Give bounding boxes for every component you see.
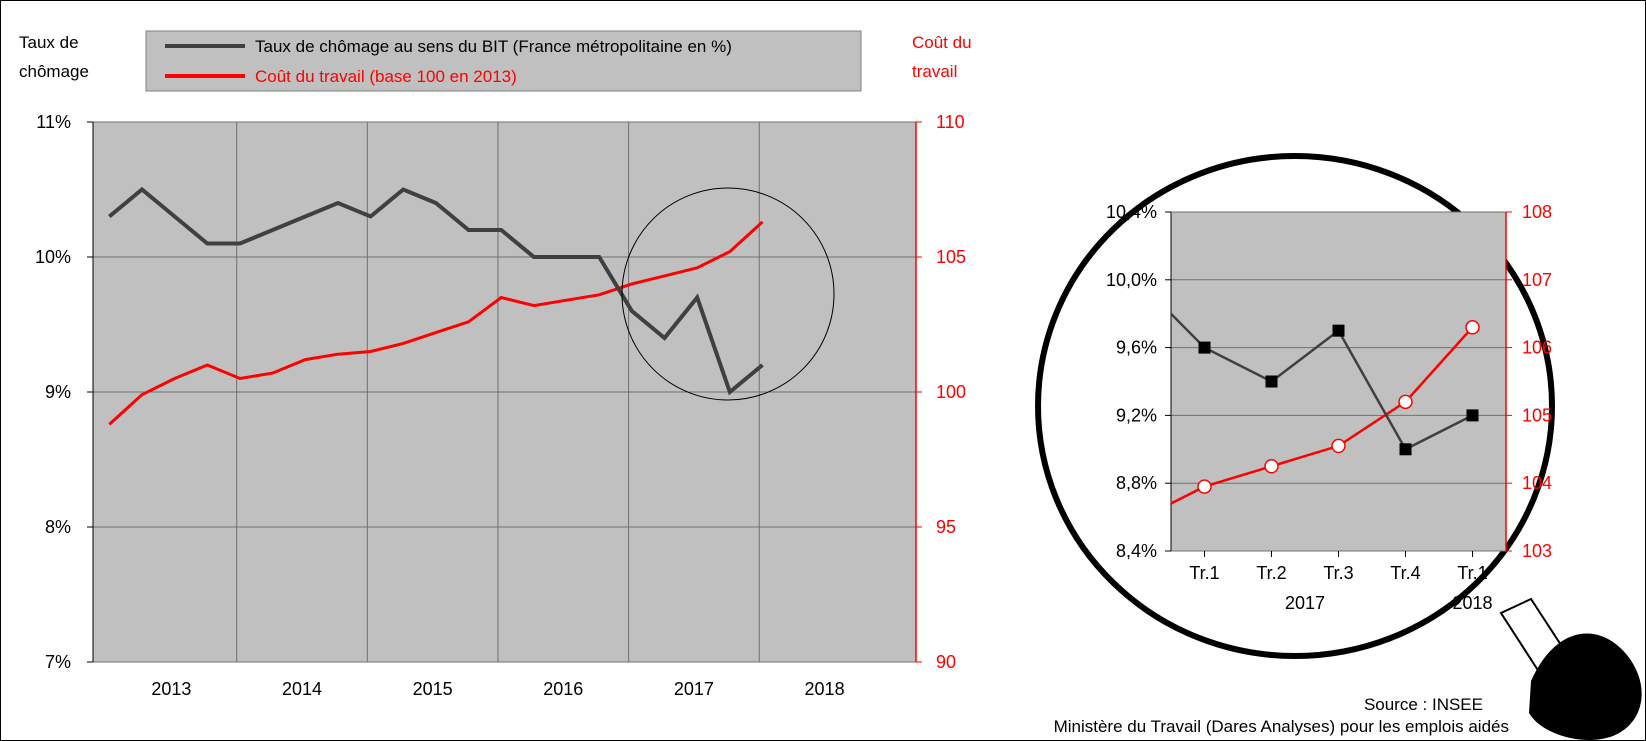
- inset-labour-cost-marker: [1465, 320, 1480, 335]
- left-tick-label: 9%: [45, 382, 71, 402]
- inset-right-tick-label: 104: [1522, 473, 1552, 493]
- inset-unemployment-marker: [1265, 375, 1278, 388]
- right-axis-title-line1: Coût du: [912, 33, 972, 52]
- inset-year-label: 2017: [1285, 593, 1325, 613]
- inset-right-axis-ticks: 103 104 105 106 107 108: [1506, 202, 1552, 561]
- right-tick-label: 110: [936, 112, 965, 132]
- unemployment-line: [108, 186, 764, 396]
- magnifier-handle: [1529, 633, 1642, 740]
- x-tick-label: 2014: [282, 679, 322, 699]
- legend-box: [145, 30, 862, 92]
- left-tick-label: 8%: [45, 517, 71, 537]
- main-chart: Taux de chômage Coût du travail Taux de …: [19, 30, 972, 699]
- inset-left-tick-label: 8,4%: [1116, 541, 1157, 561]
- x-tick-label: 2015: [413, 679, 453, 699]
- main-series: [108, 186, 764, 426]
- x-axis-labels: 2013 2014 2015 2016 2017 2018: [151, 679, 844, 699]
- x-tick-label: 2018: [805, 679, 845, 699]
- inset-series: [1170, 312, 1480, 505]
- left-tick-label: 7%: [45, 652, 71, 672]
- right-tick-label: 105: [936, 247, 966, 267]
- legend-label-unemployment: Taux de chômage au sens du BIT (France m…: [255, 37, 732, 56]
- legend-label-labour-cost: Coût du travail (base 100 en 2013): [255, 67, 517, 86]
- left-axis-ticks: 7% 8% 9% 10% 11%: [35, 112, 93, 672]
- right-axis-ticks: 90 95 100 105 110: [916, 112, 966, 672]
- inset-left-tick-label: 8,8%: [1116, 473, 1157, 493]
- left-axis-title-line1: Taux de: [19, 33, 79, 52]
- inset-right-tick-label: 106: [1522, 338, 1552, 358]
- inset-right-tick-label: 105: [1522, 405, 1552, 425]
- inset-plot-area: [1171, 212, 1506, 551]
- inset-left-tick-label: 9,2%: [1116, 405, 1157, 425]
- inset-right-tick-label: 103: [1522, 541, 1552, 561]
- highlight-circle: [621, 187, 835, 401]
- inset-x-tick-label: Tr.1: [1189, 563, 1219, 583]
- inset-gridlines: [1171, 211, 1506, 552]
- inset-labour-cost-marker: [1264, 459, 1279, 474]
- inset-left-axis-ticks: 8,4% 8,8% 9,2% 9,6% 10,0% 10,4%: [1106, 202, 1171, 561]
- inset-labour-cost-marker: [1331, 438, 1346, 454]
- left-axis-title-line2: chômage: [19, 62, 89, 81]
- inset-unemployment-marker: [1198, 341, 1211, 354]
- inset-x-tick-label: Tr.2: [1256, 563, 1286, 583]
- x-tick-label: 2013: [151, 679, 191, 699]
- right-axis-title-line2: travail: [912, 62, 957, 81]
- inset-x-axis-labels: Tr.1 Tr.2 Tr.3 Tr.4 Tr.1 2017 2018: [1189, 551, 1493, 613]
- inset-labour-cost-marker: [1197, 479, 1212, 494]
- inset-left-tick-label: 10,0%: [1106, 270, 1157, 290]
- inset-right-tick-label: 108: [1522, 202, 1552, 222]
- inset-left-tick-label: 9,6%: [1116, 338, 1157, 358]
- magnifier-inset: 8,4%8,8%9,2%9,6%10,0%10,4% 1031041051061…: [1035, 153, 1642, 740]
- inset-unemployment-marker: [1332, 324, 1345, 337]
- inset-unemployment-marker: [1399, 443, 1412, 456]
- inset-x-tick-label: Tr.1: [1457, 563, 1487, 583]
- inset-right-tick-label: 107: [1522, 270, 1552, 290]
- main-gridlines: [93, 121, 916, 663]
- inset-left-tick-label: 10,4%: [1106, 202, 1157, 222]
- source-note: Source : INSEE: [1364, 695, 1483, 714]
- x-tick-label: 2017: [674, 679, 714, 699]
- inset-x-tick-label: Tr.4: [1390, 563, 1420, 583]
- right-tick-label: 90: [936, 652, 956, 672]
- inset-x-tick-label: Tr.3: [1323, 563, 1353, 583]
- inset-year-label: 2018: [1452, 593, 1492, 613]
- x-tick-label: 2016: [543, 679, 583, 699]
- legend: Taux de chômage au sens du BIT (France m…: [145, 30, 862, 92]
- left-tick-label: 11%: [36, 112, 71, 132]
- right-tick-label: 95: [936, 517, 956, 537]
- inset-labour-cost-marker: [1398, 394, 1413, 410]
- labour-cost-line: [108, 220, 764, 426]
- inset-unemployment-marker: [1466, 409, 1479, 422]
- right-tick-label: 100: [936, 382, 966, 402]
- left-tick-label: 10%: [35, 247, 71, 267]
- credit-note: Ministère du Travail (Dares Analyses) po…: [1054, 717, 1509, 736]
